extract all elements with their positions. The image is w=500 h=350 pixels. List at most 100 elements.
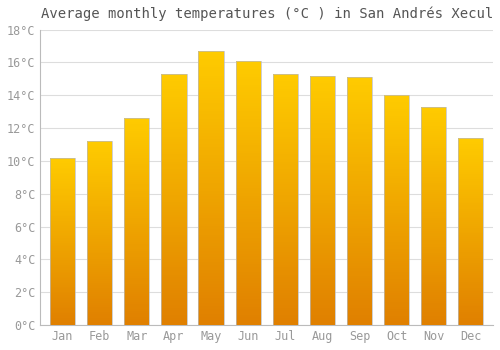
Bar (347, 286, 372, 288)
Bar (50, 225, 75, 226)
Bar (310, 108, 335, 111)
Bar (421, 131, 446, 133)
Bar (421, 205, 446, 207)
Bar (384, 160, 409, 162)
Bar (458, 269, 483, 271)
Bar (421, 314, 446, 316)
Bar (87, 272, 112, 274)
Bar (347, 189, 372, 191)
Bar (50, 241, 75, 243)
Bar (347, 221, 372, 224)
Bar (50, 276, 75, 278)
Bar (458, 245, 483, 246)
Bar (310, 238, 335, 240)
Bar (87, 252, 112, 253)
Bar (87, 191, 112, 193)
Bar (87, 205, 112, 208)
Bar (384, 212, 409, 215)
Bar (347, 258, 372, 261)
Bar (236, 111, 260, 114)
Bar (198, 303, 224, 306)
Bar (272, 245, 298, 247)
Bar (310, 93, 335, 96)
Bar (421, 183, 446, 186)
Bar (87, 149, 112, 150)
Bar (162, 102, 186, 104)
Bar (310, 210, 335, 213)
Bar (421, 258, 446, 260)
Bar (310, 76, 335, 325)
Bar (50, 230, 75, 231)
Bar (458, 146, 483, 147)
Bar (162, 215, 186, 217)
Bar (310, 213, 335, 215)
Bar (50, 243, 75, 245)
Bar (272, 149, 298, 152)
Bar (347, 107, 372, 110)
Bar (87, 257, 112, 259)
Bar (124, 151, 150, 153)
Bar (458, 140, 483, 142)
Bar (347, 117, 372, 119)
Bar (458, 318, 483, 320)
Bar (310, 175, 335, 178)
Bar (458, 267, 483, 269)
Bar (458, 149, 483, 151)
Bar (198, 103, 224, 106)
Bar (272, 104, 298, 106)
Bar (347, 137, 372, 139)
Bar (272, 242, 298, 245)
Bar (236, 169, 260, 172)
Bar (347, 104, 372, 107)
Bar (236, 66, 260, 69)
Bar (198, 226, 224, 229)
Bar (124, 246, 150, 248)
Bar (272, 260, 298, 262)
Bar (384, 302, 409, 304)
Bar (310, 105, 335, 108)
Bar (384, 309, 409, 312)
Bar (50, 188, 75, 189)
Bar (87, 294, 112, 296)
Bar (87, 147, 112, 149)
Bar (124, 255, 150, 257)
Bar (421, 295, 446, 297)
Bar (198, 312, 224, 314)
Bar (421, 262, 446, 264)
Bar (421, 310, 446, 312)
Bar (236, 240, 260, 243)
Bar (347, 243, 372, 246)
Bar (236, 238, 260, 240)
Bar (384, 265, 409, 268)
Bar (421, 166, 446, 168)
Bar (272, 255, 298, 257)
Bar (198, 295, 224, 298)
Bar (198, 273, 224, 276)
Bar (87, 163, 112, 165)
Bar (198, 322, 224, 325)
Bar (162, 278, 186, 280)
Bar (198, 70, 224, 73)
Bar (50, 164, 75, 166)
Bar (50, 215, 75, 216)
Bar (50, 248, 75, 250)
Bar (347, 278, 372, 281)
Bar (162, 122, 186, 124)
Bar (124, 263, 150, 265)
Bar (458, 246, 483, 248)
Bar (384, 146, 409, 148)
Bar (458, 185, 483, 187)
Bar (421, 266, 446, 268)
Bar (272, 142, 298, 144)
Bar (87, 161, 112, 163)
Bar (87, 237, 112, 239)
Bar (124, 145, 150, 147)
Bar (310, 295, 335, 298)
Bar (421, 231, 446, 233)
Bar (272, 162, 298, 164)
Bar (236, 222, 260, 225)
Bar (272, 172, 298, 174)
Bar (236, 259, 260, 262)
Bar (458, 310, 483, 312)
Bar (124, 174, 150, 176)
